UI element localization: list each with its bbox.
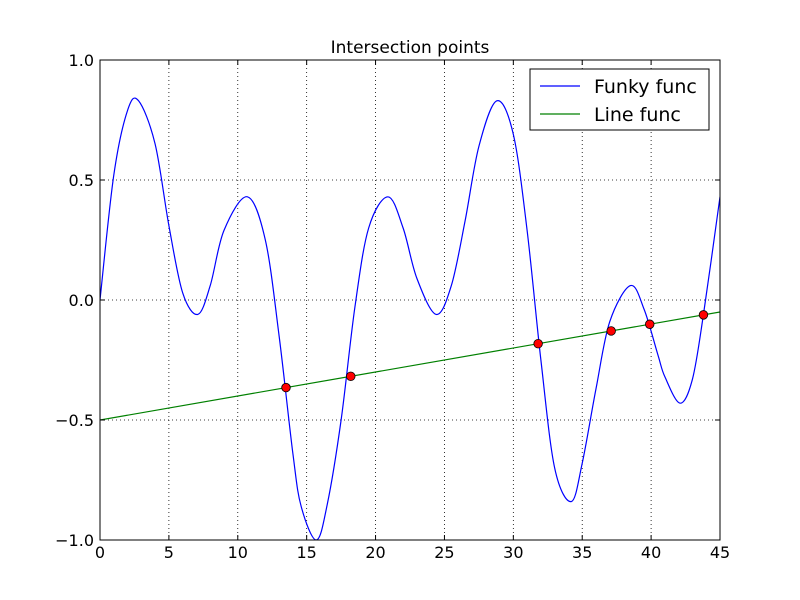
series-line-line-func	[100, 311, 720, 421]
grid-lines	[100, 60, 720, 540]
x-tick-label: 45	[710, 543, 730, 562]
intersection-point	[533, 338, 543, 349]
intersection-point	[281, 382, 291, 393]
series-layer	[100, 97, 720, 540]
x-tick-label: 0	[95, 543, 105, 562]
x-tick-label: 10	[228, 543, 248, 562]
intersection-point	[698, 310, 709, 320]
y-tick-label: 0.5	[69, 171, 94, 190]
x-tick-label: 40	[641, 543, 661, 562]
y-tick-label: −0.5	[55, 411, 94, 430]
x-tick-label: 5	[164, 543, 174, 562]
intersection-point	[606, 326, 616, 336]
series-line-funky-func	[100, 97, 720, 540]
x-tick-label: 20	[365, 543, 385, 562]
intersection-point	[346, 371, 356, 382]
x-tick-label: 25	[434, 543, 454, 562]
x-tick-label: 15	[296, 543, 316, 562]
y-tick-label: 0.0	[69, 291, 94, 310]
axis-ticks: 0 5 10 15 20 25 30 35 40 45 1.0 0.5 0.0 −0.5 −1.0	[55, 51, 730, 562]
chart-title: Intersection points	[331, 38, 490, 58]
legend-label: Funky func	[594, 76, 697, 98]
x-tick-label: 30	[503, 543, 523, 562]
y-tick-label: −1.0	[55, 531, 94, 550]
legend-box	[529, 68, 710, 131]
intersection-points	[281, 310, 709, 393]
legend-label: Line func	[594, 104, 681, 126]
legend: Funky func Line func	[529, 68, 710, 131]
x-tick-label: 35	[572, 543, 592, 562]
y-tick-label: 1.0	[69, 51, 94, 70]
intersection-point	[645, 319, 655, 329]
